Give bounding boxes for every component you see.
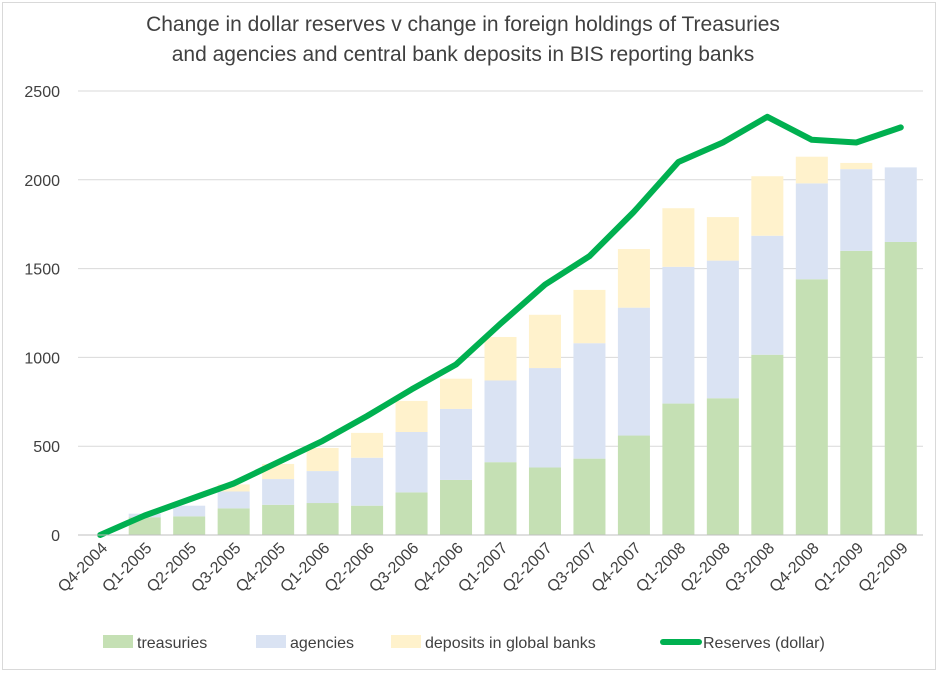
bar-treasuries-Q1-2006 <box>306 503 339 535</box>
bar-treasuries-Q2-2009 <box>884 241 917 535</box>
chart-title-line-1: Change in dollar reserves v change in fo… <box>146 13 780 36</box>
bar-agencies-Q2-2005 <box>173 505 206 517</box>
bar-agencies-Q3-2007 <box>573 343 606 459</box>
bar-deposits-in-global-banks-Q2-2006 <box>351 432 384 458</box>
legend-label: treasuries <box>137 635 207 652</box>
reserves-line-layer <box>97 113 904 538</box>
bar-treasuries-Q3-2006 <box>395 492 428 535</box>
bar-deposits-in-global-banks-Q2-2007 <box>528 314 561 369</box>
bar-agencies-Q2-2007 <box>528 368 561 468</box>
bar-treasuries-Q2-2007 <box>528 467 561 535</box>
bar-deposits-in-global-banks-Q4-2008 <box>795 156 828 184</box>
y-tick-label: 1000 <box>24 350 60 367</box>
legend-label: Reserves (dollar) <box>703 635 825 652</box>
bar-treasuries-Q3-2007 <box>573 458 606 535</box>
bar-agencies-Q4-2008 <box>795 183 828 280</box>
bar-treasuries-Q1-2008 <box>662 403 695 535</box>
bar-agencies-Q1-2008 <box>662 266 695 404</box>
bar-deposits-in-global-banks-Q3-2008 <box>751 176 784 236</box>
legend-label: deposits in global banks <box>425 635 596 652</box>
bar-agencies-Q1-2006 <box>306 471 339 504</box>
legend: treasuries agencies deposits in global ban… <box>103 635 825 652</box>
y-tick-label: 500 <box>33 439 60 456</box>
bar-treasuries-Q4-2007 <box>617 435 650 535</box>
legend-item-treasuries: treasuries <box>103 635 207 652</box>
legend-label: agencies <box>290 635 354 652</box>
bar-treasuries-Q4-2006 <box>440 479 473 535</box>
legend-swatch <box>391 635 421 648</box>
bar-treasuries-Q2-2005 <box>173 516 206 535</box>
chart-svg: Change in dollar reserves v change in fo… <box>24 13 923 652</box>
bar-treasuries-Q1-2009 <box>840 250 873 535</box>
legend-item-deposits-in-global-banks: deposits in global banks <box>391 635 596 652</box>
legend-item-agencies: agencies <box>256 635 354 652</box>
bar-treasuries-Q2-2006 <box>351 505 384 535</box>
x-axis-tick-labels: Q4-2004Q1-2005Q2-2005Q3-2005Q4-2005Q1-20… <box>55 540 912 596</box>
y-axis-tick-labels: 0 500 1000 1500 2000 2500 <box>24 84 60 545</box>
bar-treasuries-Q3-2008 <box>751 354 784 535</box>
bar-agencies-Q2-2008 <box>706 260 739 399</box>
bar-deposits-in-global-banks-Q1-2009 <box>840 162 873 170</box>
bar-deposits-in-global-banks-Q4-2006 <box>440 378 473 409</box>
bar-agencies-Q4-2006 <box>440 408 473 480</box>
y-tick-label: 0 <box>51 528 60 545</box>
legend-swatch <box>256 635 286 648</box>
bar-treasuries-Q2-2008 <box>706 398 739 535</box>
bars <box>128 156 917 535</box>
bar-deposits-in-global-banks-Q3-2005 <box>217 484 250 492</box>
chart-title-line-2: and agencies and central bank deposits i… <box>172 43 755 66</box>
y-tick-label: 2000 <box>24 173 60 190</box>
bar-agencies-Q4-2005 <box>262 479 295 505</box>
bar-agencies-Q3-2005 <box>217 491 250 509</box>
bar-agencies-Q4-2007 <box>617 307 650 436</box>
bar-deposits-in-global-banks-Q4-2007 <box>617 249 650 308</box>
chart-title: Change in dollar reserves v change in fo… <box>146 13 780 66</box>
bar-treasuries-Q4-2008 <box>795 279 828 535</box>
x-tick-label: Q2-2009 <box>856 540 912 596</box>
bar-agencies-Q1-2007 <box>484 380 517 463</box>
bar-deposits-in-global-banks-Q1-2006 <box>306 447 339 472</box>
bar-deposits-in-global-banks-Q2-2008 <box>706 217 739 261</box>
bar-treasuries-Q4-2005 <box>262 504 295 535</box>
bar-deposits-in-global-banks-Q1-2008 <box>662 208 695 267</box>
bar-deposits-in-global-banks-Q3-2007 <box>573 289 606 344</box>
bar-agencies-Q3-2006 <box>395 431 428 493</box>
bar-treasuries-Q1-2007 <box>484 462 517 535</box>
bar-agencies-Q3-2008 <box>751 235 784 355</box>
legend-item-reserves-dollar-: Reserves (dollar) <box>660 635 825 652</box>
bar-deposits-in-global-banks-Q3-2006 <box>395 400 428 432</box>
reserves-line <box>97 113 904 538</box>
bar-agencies-Q2-2006 <box>351 457 384 506</box>
bar-treasuries-Q3-2005 <box>217 508 250 535</box>
bar-agencies-Q2-2009 <box>884 167 917 242</box>
y-tick-label: 2500 <box>24 84 60 101</box>
legend-swatch <box>103 635 133 648</box>
bar-agencies-Q1-2009 <box>840 169 873 251</box>
bar-deposits-in-global-banks-Q1-2007 <box>484 336 517 381</box>
y-tick-label: 1500 <box>24 262 60 279</box>
